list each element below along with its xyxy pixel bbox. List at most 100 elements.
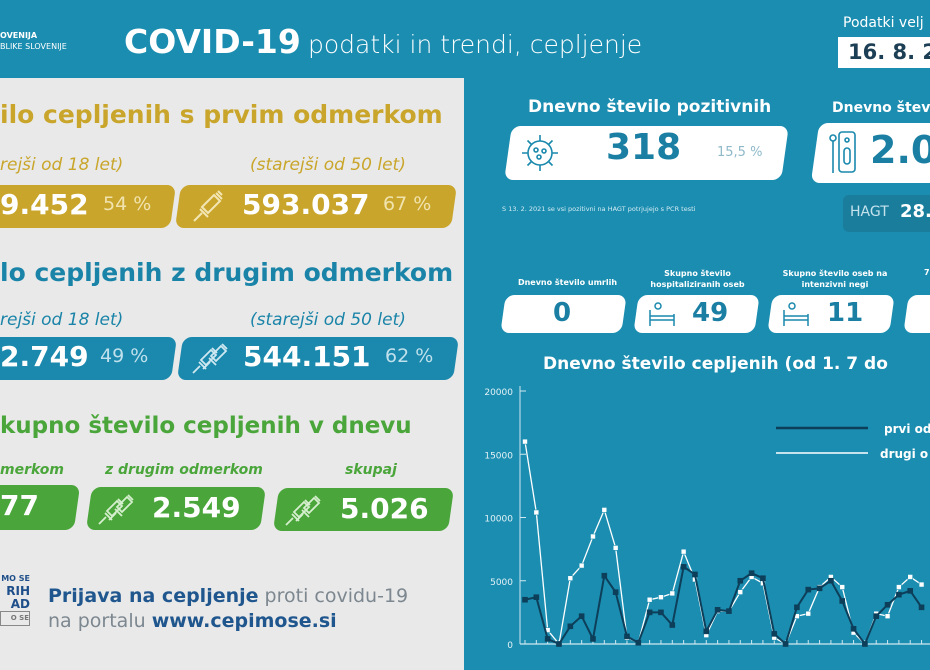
y-tick-label: 20000 — [484, 388, 513, 398]
data-point — [828, 577, 834, 584]
data-point — [522, 438, 528, 445]
first-dose-50-value: 593.037 — [242, 188, 370, 221]
data-point — [556, 641, 562, 647]
data-point — [601, 572, 608, 579]
second-dose-sub18: rejši od 18 let) — [0, 310, 124, 330]
data-point — [703, 628, 710, 635]
data-point — [896, 591, 902, 598]
data-point — [567, 623, 574, 630]
page-subtitle: podatki in trendi, cepljenje — [308, 30, 643, 59]
data-point — [714, 607, 721, 613]
data-point — [522, 596, 528, 603]
signup-light: proti covidu-19 — [258, 585, 409, 607]
first-dose-heading: ilo cepljenih s prvim odmerkom — [0, 100, 443, 129]
data-point — [658, 609, 664, 616]
data-point — [544, 636, 551, 642]
data-point — [737, 589, 744, 595]
two-syringes-icon — [190, 339, 230, 377]
data-point — [771, 631, 778, 637]
signup-link[interactable]: www.cepimose.si — [151, 610, 337, 632]
series-line-prvi — [524, 565, 923, 647]
data-point — [805, 586, 812, 593]
logo-line: OVENIJA — [0, 31, 38, 40]
signup-line1: Prijava na cepljenje proti covidu-19 — [48, 585, 408, 607]
y-tick-label: 15000 — [484, 451, 513, 461]
data-point — [748, 570, 755, 576]
deaths-value: 0 — [553, 298, 572, 328]
two-syringes-icon — [96, 490, 136, 528]
second-dose-50-pct: 62 % — [385, 345, 434, 367]
data-point — [692, 571, 698, 578]
hagt-label: HAGT — [850, 204, 889, 220]
positive-pct: 15,5 % — [717, 145, 763, 160]
data-point — [737, 577, 744, 584]
header-band — [0, 0, 930, 78]
data-point — [884, 601, 891, 608]
date-value: 16. 8. 2 — [838, 37, 930, 68]
icu-label: Skupno število oseb na intenzivni negi — [782, 269, 888, 289]
first-dose-18-pct: 54 % — [103, 193, 152, 215]
label-total: skupaj — [345, 462, 397, 478]
data-point — [646, 609, 653, 616]
signup-bold: Prijava na cepljenje — [48, 585, 259, 607]
daily-total-heading: kupno število cepljenih v dnevu — [0, 413, 412, 439]
hospital-bed-icon — [782, 300, 810, 328]
data-point — [726, 608, 732, 614]
data-point — [918, 581, 925, 588]
data-point — [578, 613, 585, 619]
data-point — [760, 575, 766, 582]
tests-value: 2.0 — [870, 128, 930, 172]
data-point — [612, 589, 619, 595]
data-point — [590, 533, 596, 540]
logo-line: BLIKE SLOVENIJE — [0, 42, 67, 51]
second-dose-heading: lo cepljenih z drugim odmerkom — [0, 258, 454, 287]
data-point — [873, 613, 880, 619]
virus-icon — [519, 132, 561, 174]
first-dose-18-value: 9.452 — [0, 188, 89, 221]
tests-title: Dnevno števi — [832, 100, 930, 116]
data-point — [850, 626, 857, 632]
data-point — [862, 641, 868, 647]
data-point — [658, 594, 664, 600]
data-point — [782, 641, 789, 647]
data-point — [601, 507, 608, 513]
data-point — [680, 564, 687, 570]
hospitalized-value: 49 — [692, 298, 729, 328]
data-point — [578, 562, 585, 569]
data-point — [624, 633, 630, 640]
positive-footnote: S 13. 2. 2021 se vsi pozitivni na HAGT p… — [502, 205, 696, 213]
data-point — [533, 509, 540, 516]
positive-value: 318 — [606, 127, 682, 168]
data-point — [896, 584, 902, 590]
date-label: Podatki velj — [843, 15, 924, 31]
y-tick-label: 10000 — [484, 515, 513, 525]
test-kit-icon — [828, 130, 858, 176]
y-tick-label: 0 — [507, 641, 513, 651]
data-point — [533, 594, 540, 600]
logo-line: AD — [10, 597, 30, 611]
data-point — [907, 574, 914, 580]
data-point — [669, 622, 676, 628]
data-point — [816, 585, 823, 592]
deaths-label: Dnevno število umrlih — [517, 278, 618, 287]
daily-first-value: 77 — [0, 489, 39, 522]
logo-line: RIH — [6, 584, 30, 598]
label-second-dose: z drugim odmerkom — [105, 462, 263, 478]
label-first-dose: merkom — [0, 462, 65, 478]
data-point — [839, 584, 846, 590]
data-point — [567, 575, 574, 582]
fourth-stat-label: 7 — [924, 268, 930, 277]
signup-light: na portalu — [48, 610, 152, 632]
logo-line: O SE — [0, 611, 30, 626]
legend-label: drugi o — [880, 447, 928, 461]
second-dose-18-value: 2.749 — [0, 340, 89, 373]
hospital-bed-icon — [648, 300, 676, 328]
daily-second-value: 2.549 — [152, 491, 241, 524]
data-point — [839, 598, 846, 604]
daily-total-value: 5.026 — [340, 492, 429, 525]
icu-value: 11 — [827, 298, 864, 328]
chart-title: Dnevno število cepljenih (od 1. 7 do — [543, 354, 888, 374]
data-point — [669, 590, 676, 597]
syringe-icon — [190, 187, 226, 225]
data-point — [646, 596, 653, 603]
